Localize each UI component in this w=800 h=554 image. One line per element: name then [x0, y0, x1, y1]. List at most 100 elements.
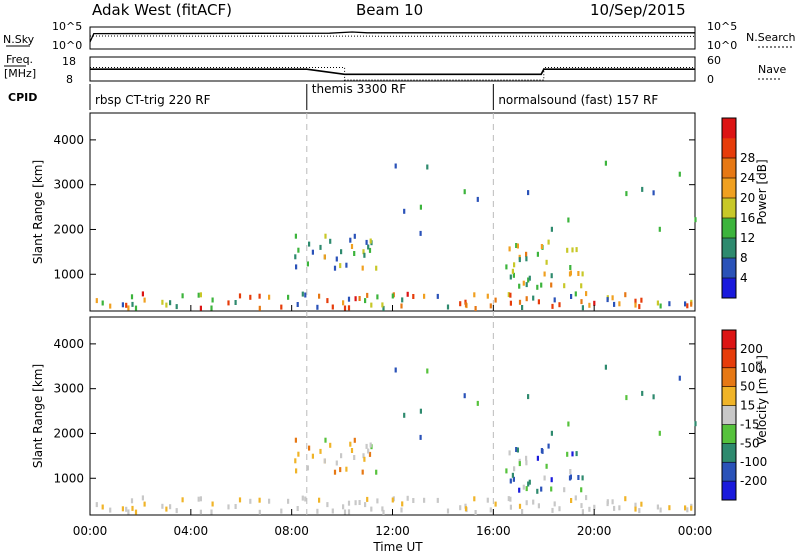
velocity-range-tick-label: 1000	[53, 471, 84, 485]
power-cell	[545, 259, 548, 265]
power-cell	[566, 247, 569, 253]
time-axis-label: Time UT	[372, 540, 423, 554]
power-range-tick-label: 3000	[53, 178, 84, 192]
power-scatter	[95, 160, 697, 311]
velocity-cell	[376, 498, 379, 504]
velocity-cell	[175, 508, 178, 514]
velocity-cell	[527, 481, 530, 487]
velocity-cell	[297, 451, 300, 457]
power-cell	[550, 282, 553, 288]
power-cell	[574, 291, 577, 297]
velocity-cell	[365, 443, 368, 449]
velocity-cell	[625, 395, 628, 401]
power-cell	[507, 292, 510, 298]
power-cell	[581, 305, 584, 311]
velocity-cell	[536, 455, 539, 461]
velocity-cell	[563, 487, 566, 493]
power-cell	[618, 301, 621, 307]
power-cell	[287, 294, 290, 300]
velocity-cell	[249, 498, 252, 504]
velocity-cell	[550, 477, 553, 483]
power-cell	[304, 292, 307, 298]
power-cell	[339, 263, 342, 269]
power-cell	[613, 301, 616, 307]
power-cell	[588, 302, 591, 308]
power-cell	[249, 294, 252, 300]
velocity-cell	[210, 509, 213, 515]
power-cell	[634, 298, 637, 304]
power-cell	[540, 244, 543, 249]
power-cell	[340, 249, 343, 255]
velocity-cell	[551, 507, 554, 513]
velocity-cell	[211, 501, 214, 507]
power-cell	[585, 291, 588, 297]
power-cell	[569, 265, 572, 270]
power-cell	[333, 265, 337, 271]
power-cell	[551, 303, 554, 309]
velocity-cell	[294, 458, 297, 464]
velocity-cell	[391, 497, 394, 503]
freq-units: [MHz]	[4, 67, 36, 80]
velocity-cell	[553, 501, 556, 507]
power-cell	[366, 292, 369, 298]
power-cell	[568, 271, 572, 277]
velocity-cell	[656, 504, 659, 510]
power-cell	[686, 303, 689, 309]
power-cell	[381, 302, 384, 308]
velocity-cell	[199, 496, 202, 502]
velocity-scale-tick-label: 15	[740, 399, 755, 413]
power-cell	[280, 304, 283, 310]
noise-left-bottom: 10^0	[52, 39, 82, 52]
power-scale-tick-label: 20	[740, 191, 755, 205]
power-cell	[426, 164, 429, 170]
velocity-cell	[512, 476, 515, 482]
power-cell	[536, 251, 539, 257]
power-cell	[400, 303, 403, 309]
power-cell	[522, 280, 525, 286]
velocity-cell	[326, 502, 329, 508]
velocity-cell	[486, 497, 489, 503]
power-cell	[329, 238, 332, 244]
velocity-cell	[296, 506, 299, 511]
velocity-cell	[369, 442, 372, 448]
power-cell	[550, 273, 553, 279]
power-cell	[394, 163, 397, 169]
velocity-cell	[476, 400, 479, 406]
power-scale-tick-label: 12	[740, 231, 755, 245]
velocity-cell	[316, 508, 319, 514]
power-cell	[375, 265, 378, 271]
cpid-segment-label: themis 3300 RF	[312, 82, 406, 96]
power-cell	[641, 186, 644, 192]
velocity-cell	[294, 437, 297, 443]
velocity-cell	[446, 508, 450, 514]
velocity-cell	[406, 495, 409, 501]
velocity-cell	[412, 498, 415, 503]
velocity-cell	[638, 508, 641, 514]
velocity-cell	[543, 475, 546, 481]
power-cell	[175, 304, 178, 310]
power-cell	[358, 296, 361, 301]
power-cell	[525, 256, 528, 262]
power-cell	[141, 291, 144, 297]
power-cell	[652, 190, 655, 196]
power-scale-swatch	[722, 278, 736, 299]
velocity-cell	[658, 430, 661, 436]
velocity-cell	[141, 495, 144, 501]
power-cell	[301, 291, 304, 297]
power-cell	[297, 247, 300, 253]
velocity-scale-swatch	[722, 481, 736, 501]
velocity-cell	[532, 499, 535, 505]
power-scale-swatch	[722, 138, 736, 159]
power-cell	[210, 305, 213, 311]
power-cell	[308, 241, 311, 247]
power-cell	[581, 271, 584, 277]
power-cell	[474, 306, 477, 311]
velocity-cell	[394, 367, 397, 373]
velocity-cell	[522, 484, 525, 490]
velocity-cell	[569, 469, 572, 474]
noise-right-bottom: 10^0	[707, 39, 737, 52]
power-cell	[345, 262, 348, 268]
velocity-cell	[362, 453, 365, 459]
velocity-cell	[684, 505, 687, 511]
velocity-cell	[618, 505, 621, 511]
